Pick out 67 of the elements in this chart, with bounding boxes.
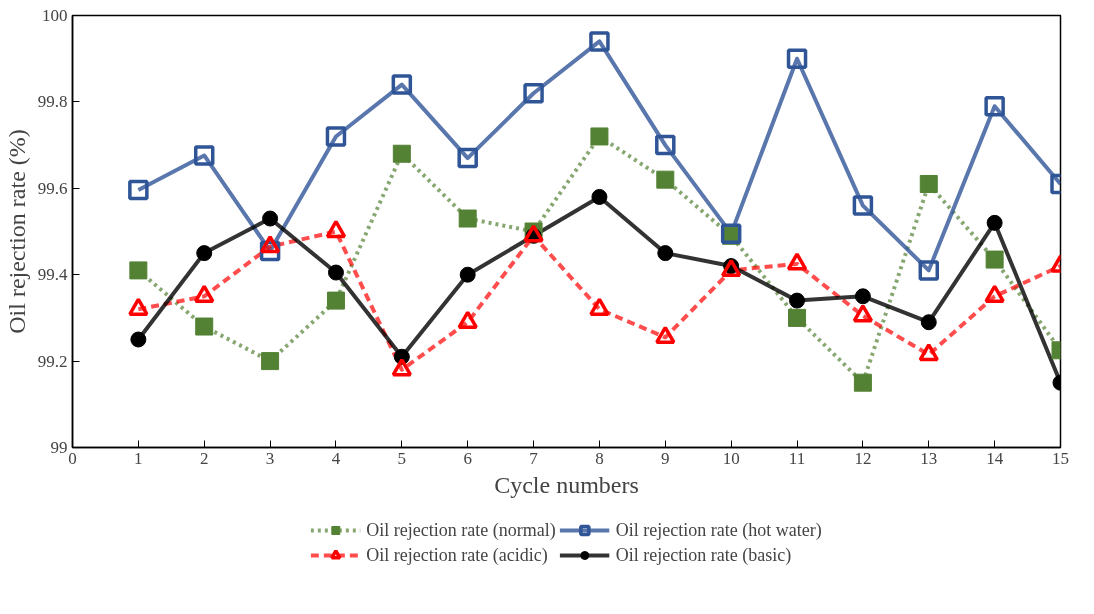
x-tick-label: 9	[661, 448, 670, 468]
point	[854, 288, 871, 305]
y-tick-label: 99.2	[37, 351, 68, 371]
point	[391, 74, 413, 95]
legend-label: Oil rejection rate (acidic)	[366, 544, 548, 566]
point	[129, 261, 148, 280]
legend-label: Oil rejection rate (normal)	[366, 519, 556, 541]
point	[259, 235, 281, 254]
x-tick-label: 5	[397, 448, 407, 468]
point	[852, 304, 874, 323]
x-tick-label: 1	[134, 448, 143, 468]
point	[391, 358, 413, 377]
x-tick-label: 2	[199, 448, 209, 468]
y-axis-title: Oil rejection rate (%)	[3, 129, 30, 334]
x-tick-label: 4	[331, 448, 341, 468]
point	[986, 214, 1003, 231]
point	[326, 291, 345, 310]
x-tick-label: 14	[986, 448, 1004, 468]
point	[458, 209, 477, 228]
point	[523, 83, 544, 104]
point	[128, 179, 149, 201]
x-tick-label: 3	[265, 448, 275, 468]
point	[788, 308, 807, 327]
x-tick-label: 6	[463, 448, 472, 468]
x-tick-label: 0	[68, 448, 77, 468]
y-tick-label: 99.8	[37, 92, 68, 112]
point	[591, 188, 608, 205]
x-tick-label: 11	[788, 448, 806, 468]
point	[325, 126, 347, 147]
point	[590, 127, 609, 146]
y-tick-label: 100	[42, 6, 68, 25]
x-tick-label: 12	[854, 448, 872, 468]
point	[130, 331, 147, 348]
y-tick-label: 99	[50, 438, 68, 457]
legend-label: Oil rejection rate (hot water)	[615, 519, 822, 541]
point	[457, 147, 478, 169]
x-tick-label: 15	[1052, 448, 1069, 468]
x-tick-label: 8	[595, 448, 604, 468]
point	[657, 245, 674, 262]
point	[789, 292, 806, 309]
x-tick-label: 10	[722, 448, 740, 468]
point	[459, 266, 476, 283]
point	[786, 48, 808, 69]
point	[852, 195, 874, 216]
point	[918, 260, 940, 281]
point	[655, 134, 676, 156]
point	[920, 314, 937, 331]
point	[853, 373, 872, 392]
point	[656, 170, 675, 189]
y-tick-label: 99.4	[37, 265, 68, 285]
point	[589, 31, 610, 52]
point	[196, 245, 213, 262]
point	[195, 317, 214, 336]
x-tick-label: 13	[920, 448, 938, 468]
point	[919, 174, 938, 193]
point	[984, 95, 1005, 117]
point	[327, 264, 344, 281]
x-tick-label: 7	[529, 448, 539, 468]
point	[918, 343, 940, 362]
point	[261, 352, 280, 371]
legend-label: Oil rejection rate (basic)	[615, 544, 792, 566]
point	[193, 145, 215, 166]
point	[985, 250, 1004, 269]
x-axis-title: Cycle numbers	[494, 471, 639, 498]
point	[262, 210, 279, 227]
point	[392, 144, 411, 163]
y-tick-label: 99.6	[37, 178, 68, 198]
